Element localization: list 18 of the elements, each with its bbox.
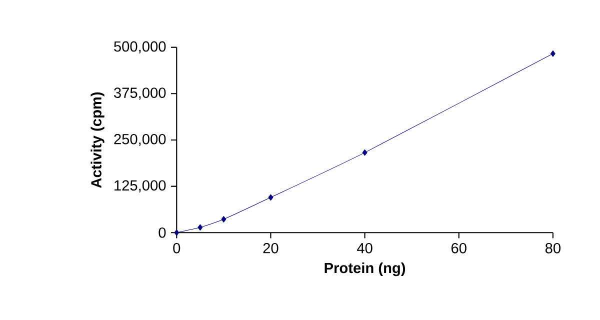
point (362, 149, 368, 156)
y-tick-label: 375,000 (114, 88, 166, 100)
y-tick-label: 0 (158, 227, 166, 238)
y-tick-label: 250,000 (114, 134, 166, 146)
y-tick-label: 500,000 (114, 41, 166, 54)
point (221, 216, 226, 222)
x-tick-label: 0 (173, 243, 180, 254)
x-tick-label: 80 (545, 243, 560, 254)
x-axis-title: Protein (ng) (324, 262, 406, 276)
point (198, 224, 203, 231)
y-axis-title: Activity (cpm) (90, 92, 104, 188)
y-tick-label: 125,000 (114, 180, 166, 192)
x-tick-label: 60 (451, 243, 466, 254)
point (174, 229, 180, 236)
point (268, 194, 274, 201)
x-tick-label: 40 (357, 243, 372, 254)
x-tick-label: 20 (263, 243, 278, 254)
point (550, 50, 556, 57)
